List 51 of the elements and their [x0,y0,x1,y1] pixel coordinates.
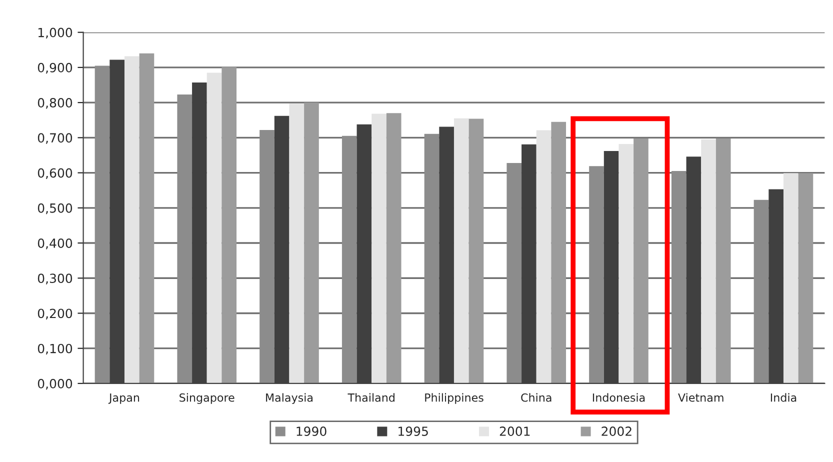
x-tick-label: Malaysia [266,393,313,404]
x-tick-label: Philippines [425,393,484,404]
bar [754,200,769,384]
x-tick-label: China [521,393,552,402]
bar [551,122,566,384]
legend-label: 1990 [296,426,326,436]
x-tick-label: India [770,393,796,402]
bar [222,67,237,384]
x-tick-label: Singapore [180,393,234,404]
y-tick-label: 0,000 [38,378,72,390]
bar [342,136,357,384]
bar [94,66,110,384]
bar [206,72,222,384]
bar [716,138,731,384]
bar [424,134,440,384]
bar [701,139,716,384]
bar [671,171,686,384]
bar [798,173,814,384]
bar [289,104,304,384]
y-tick-label: 0,300 [38,274,72,284]
y-tick-label: 1,000 [38,28,72,39]
bar [634,138,648,384]
bar [304,102,319,384]
bar [454,118,469,384]
x-tick-label: Thailand [348,393,394,402]
y-tick-label: 0,700 [38,133,72,144]
bar [124,56,140,384]
x-tick-label: Vietnam [678,393,724,402]
bar [618,144,634,384]
y-tick-label: 0,600 [38,168,72,179]
y-tick-label: 0,400 [38,238,72,250]
y-tick-label: 0,200 [38,308,72,320]
y-tick-label: 0,800 [38,98,72,109]
bar [177,94,192,384]
bar [139,53,154,384]
bar [468,118,484,384]
bar [506,162,522,384]
bar [372,114,386,384]
bar [386,113,402,384]
x-tick-label: Indonesia [592,393,645,402]
legend-label: 1995 [398,426,428,436]
y-tick-label: 0,500 [38,203,72,214]
bar [589,166,604,384]
x-tick-label: Japan [108,394,140,404]
bar [783,173,798,384]
bar [536,130,552,384]
bar [260,130,274,384]
legend-label: 2001 [500,426,530,436]
y-tick-label: 0,900 [38,62,72,74]
legend-label: 2002 [602,426,632,436]
y-tick-label: 0,100 [38,344,72,355]
